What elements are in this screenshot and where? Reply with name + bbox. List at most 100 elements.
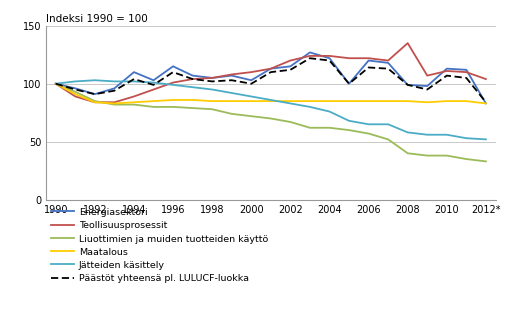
Päästöt yhteensä pl. LULUCF-luokka — [150, 83, 156, 87]
Teollisuusprosessit — [228, 72, 235, 76]
Liuottimien ja muiden tuotteiden käyttö — [346, 128, 352, 132]
Energiasektori — [92, 92, 98, 96]
Teollisuusprosessit — [190, 77, 196, 81]
Päästöt yhteensä pl. LULUCF-luokka — [248, 82, 254, 86]
Teollisuusprosessit — [268, 67, 274, 71]
Line: Liuottimien ja muiden tuotteiden käyttö: Liuottimien ja muiden tuotteiden käyttö — [56, 84, 486, 161]
Energiasektori — [170, 64, 176, 68]
Liuottimien ja muiden tuotteiden käyttö — [131, 103, 137, 107]
Maatalous — [209, 99, 215, 103]
Teollisuusprosessit — [483, 77, 489, 81]
Teollisuusprosessit — [365, 56, 371, 60]
Maatalous — [463, 99, 470, 103]
Energiasektori — [228, 74, 235, 78]
Maatalous — [365, 99, 371, 103]
Jätteiden käsittely — [190, 85, 196, 89]
Liuottimien ja muiden tuotteiden käyttö — [53, 82, 59, 86]
Maatalous — [111, 101, 118, 105]
Legend: Energiasektori, Teollisuusprosessit, Liuottimien ja muiden tuotteiden käyttö, Ma: Energiasektori, Teollisuusprosessit, Liu… — [51, 208, 268, 283]
Energiasektori — [248, 78, 254, 82]
Energiasektori — [307, 51, 313, 54]
Line: Teollisuusprosessit: Teollisuusprosessit — [56, 43, 486, 102]
Maatalous — [444, 99, 450, 103]
Maatalous — [248, 99, 254, 103]
Maatalous — [405, 99, 411, 103]
Maatalous — [424, 100, 430, 104]
Päästöt yhteensä pl. LULUCF-luokka — [228, 78, 235, 82]
Liuottimien ja muiden tuotteiden käyttö — [483, 159, 489, 163]
Liuottimien ja muiden tuotteiden käyttö — [190, 106, 196, 110]
Line: Jätteiden käsittely: Jätteiden käsittely — [56, 80, 486, 139]
Jätteiden käsittely — [287, 101, 293, 105]
Päästöt yhteensä pl. LULUCF-luokka — [307, 56, 313, 60]
Liuottimien ja muiden tuotteiden käyttö — [268, 117, 274, 120]
Energiasektori — [346, 82, 352, 86]
Teollisuusprosessit — [346, 56, 352, 60]
Teollisuusprosessit — [209, 76, 215, 80]
Päästöt yhteensä pl. LULUCF-luokka — [92, 92, 98, 96]
Energiasektori — [268, 67, 274, 71]
Päästöt yhteensä pl. LULUCF-luokka — [170, 70, 176, 74]
Liuottimien ja muiden tuotteiden käyttö — [92, 99, 98, 103]
Liuottimien ja muiden tuotteiden käyttö — [405, 151, 411, 155]
Päästöt yhteensä pl. LULUCF-luokka — [463, 76, 470, 80]
Maatalous — [53, 82, 59, 86]
Liuottimien ja muiden tuotteiden käyttö — [327, 126, 333, 130]
Energiasektori — [424, 84, 430, 88]
Liuottimien ja muiden tuotteiden käyttö — [424, 154, 430, 157]
Päästöt yhteensä pl. LULUCF-luokka — [72, 88, 78, 91]
Maatalous — [150, 99, 156, 103]
Jätteiden käsittely — [53, 82, 59, 86]
Jätteiden käsittely — [248, 95, 254, 99]
Päästöt yhteensä pl. LULUCF-luokka — [483, 100, 489, 104]
Jätteiden käsittely — [424, 133, 430, 137]
Teollisuusprosessit — [327, 54, 333, 58]
Jätteiden käsittely — [170, 83, 176, 87]
Energiasektori — [150, 78, 156, 82]
Line: Maatalous: Maatalous — [56, 84, 486, 103]
Maatalous — [228, 99, 235, 103]
Jätteiden käsittely — [92, 78, 98, 82]
Energiasektori — [385, 61, 391, 65]
Maatalous — [346, 99, 352, 103]
Jätteiden käsittely — [72, 80, 78, 83]
Energiasektori — [405, 83, 411, 87]
Energiasektori — [72, 86, 78, 90]
Päästöt yhteensä pl. LULUCF-luokka — [111, 89, 118, 93]
Energiasektori — [327, 56, 333, 60]
Päästöt yhteensä pl. LULUCF-luokka — [424, 88, 430, 91]
Maatalous — [268, 99, 274, 103]
Maatalous — [92, 100, 98, 104]
Liuottimien ja muiden tuotteiden käyttö — [365, 132, 371, 136]
Jätteiden käsittely — [131, 80, 137, 83]
Liuottimien ja muiden tuotteiden käyttö — [209, 107, 215, 111]
Päästöt yhteensä pl. LULUCF-luokka — [385, 67, 391, 71]
Energiasektori — [53, 82, 59, 86]
Jätteiden käsittely — [228, 91, 235, 95]
Jätteiden käsittely — [209, 88, 215, 91]
Liuottimien ja muiden tuotteiden käyttö — [444, 154, 450, 157]
Maatalous — [327, 99, 333, 103]
Päästöt yhteensä pl. LULUCF-luokka — [327, 59, 333, 62]
Liuottimien ja muiden tuotteiden käyttö — [170, 105, 176, 109]
Päästöt yhteensä pl. LULUCF-luokka — [268, 70, 274, 74]
Jätteiden käsittely — [444, 133, 450, 137]
Päästöt yhteensä pl. LULUCF-luokka — [444, 74, 450, 78]
Teollisuusprosessit — [463, 70, 470, 74]
Teollisuusprosessit — [131, 95, 137, 99]
Jätteiden käsittely — [463, 136, 470, 140]
Teollisuusprosessit — [53, 82, 59, 86]
Energiasektori — [483, 101, 489, 105]
Teollisuusprosessit — [92, 100, 98, 104]
Liuottimien ja muiden tuotteiden käyttö — [111, 103, 118, 107]
Maatalous — [385, 99, 391, 103]
Liuottimien ja muiden tuotteiden käyttö — [72, 90, 78, 94]
Teollisuusprosessit — [307, 54, 313, 58]
Liuottimien ja muiden tuotteiden käyttö — [248, 114, 254, 118]
Energiasektori — [365, 59, 371, 62]
Päästöt yhteensä pl. LULUCF-luokka — [190, 77, 196, 81]
Jätteiden käsittely — [405, 130, 411, 134]
Liuottimien ja muiden tuotteiden käyttö — [307, 126, 313, 130]
Teollisuusprosessit — [248, 70, 254, 74]
Liuottimien ja muiden tuotteiden käyttö — [287, 120, 293, 124]
